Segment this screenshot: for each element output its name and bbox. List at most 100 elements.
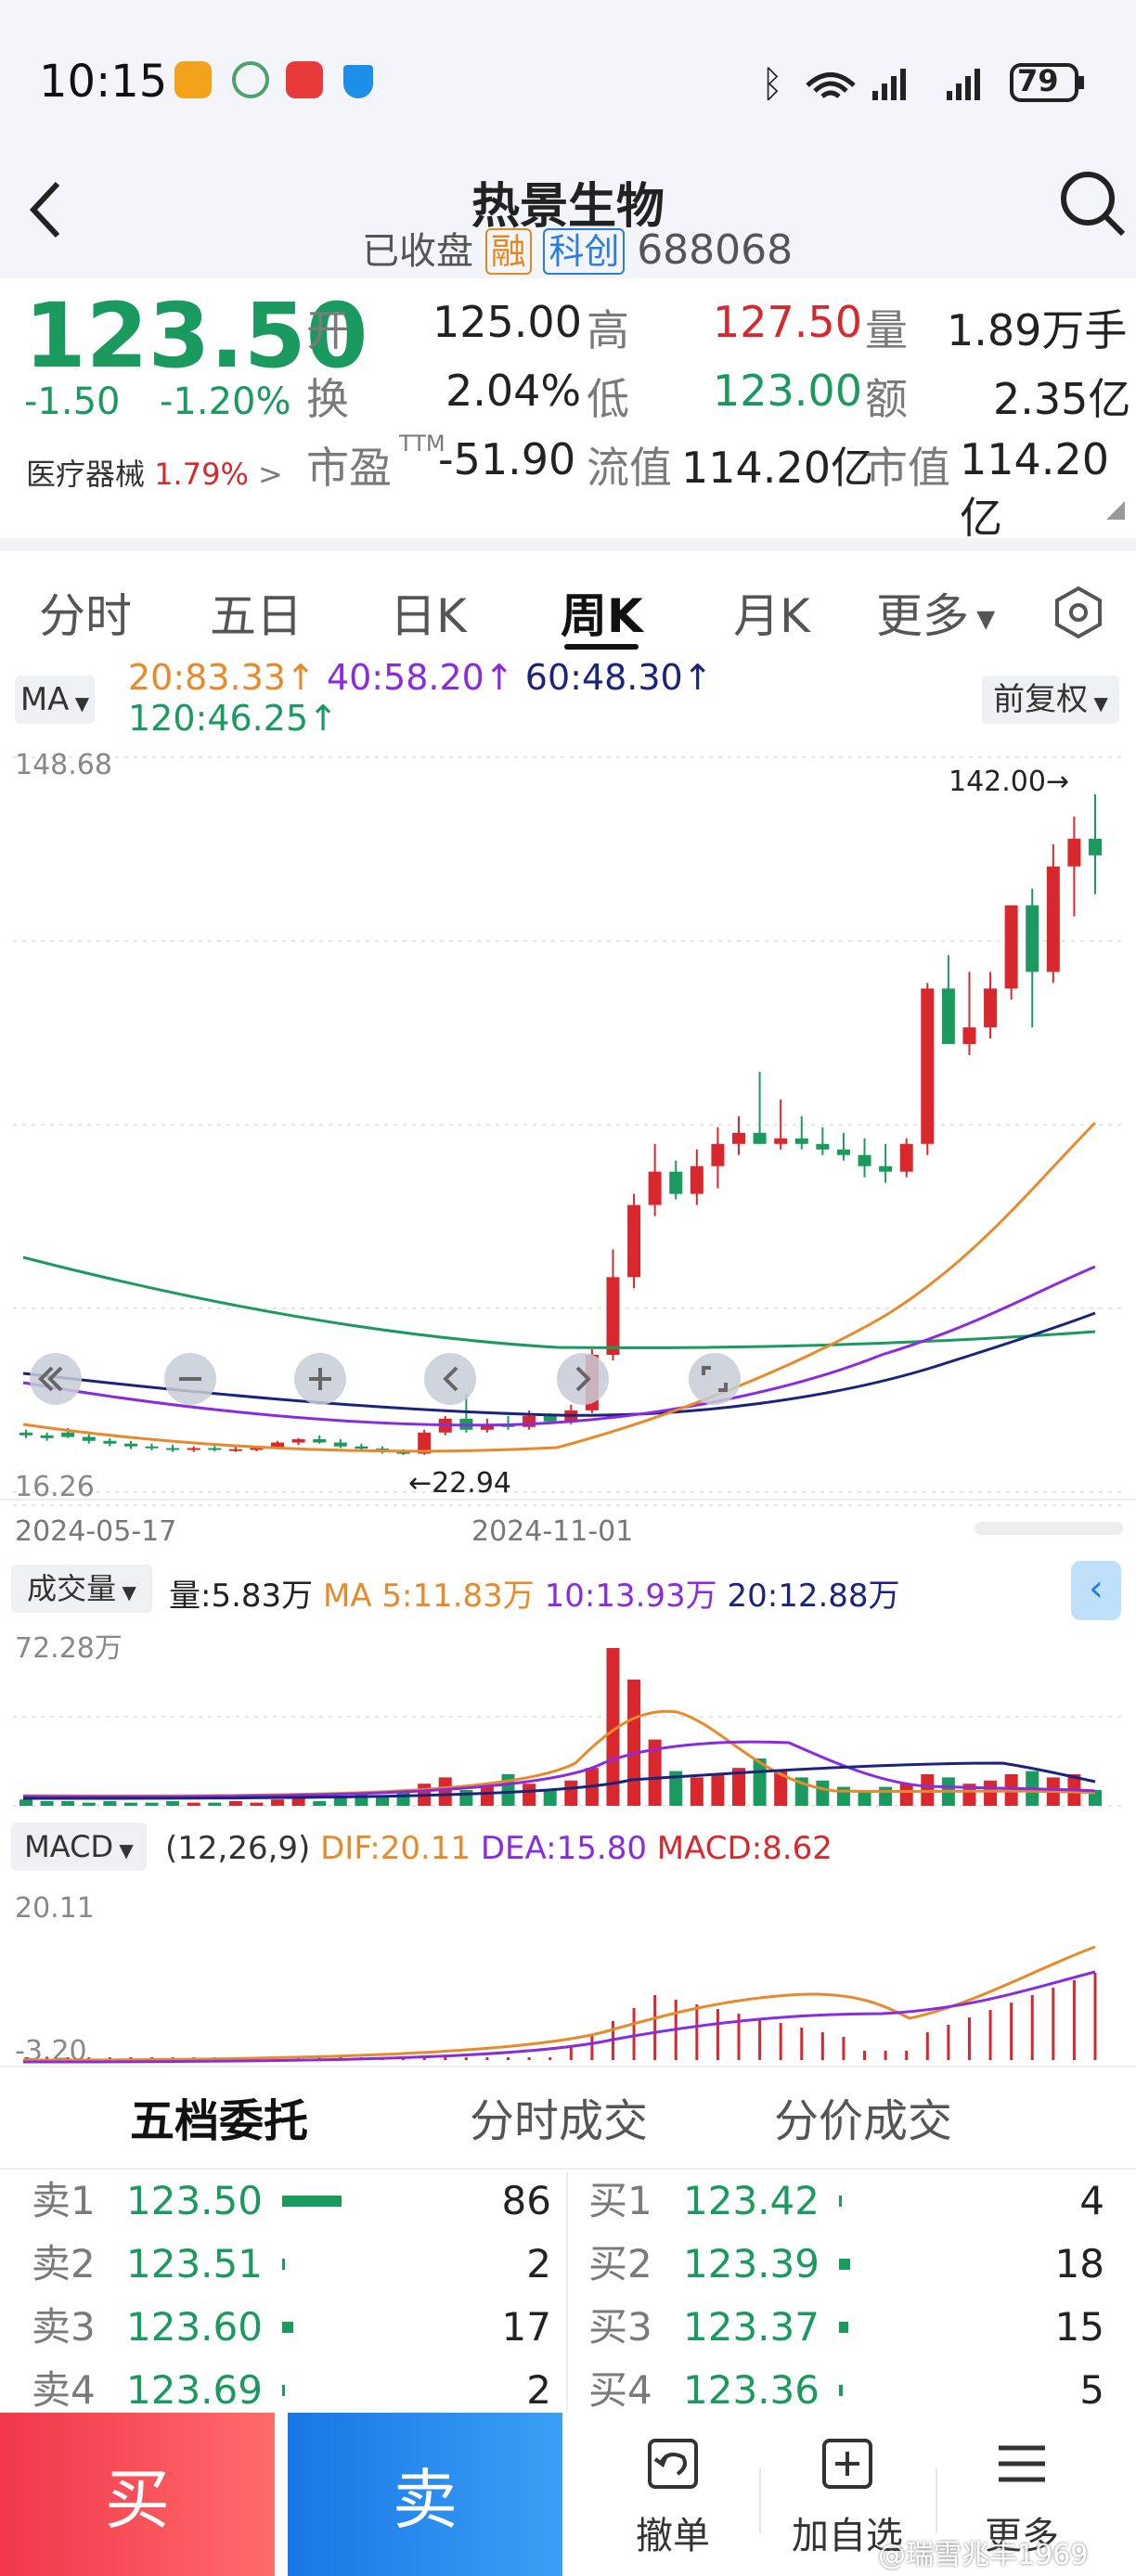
buy-row: 买1 123.42 4 bbox=[588, 2173, 1104, 2229]
vol-ma20-line bbox=[22, 1761, 1096, 1800]
sector-pct: 1.79% bbox=[154, 457, 249, 492]
expand-corner-icon[interactable] bbox=[1104, 499, 1127, 522]
volume-selector-label: 成交量 bbox=[27, 1571, 117, 1606]
dropdown-icon: ▼ bbox=[969, 605, 996, 634]
more-button[interactable]: 更多 bbox=[962, 2431, 1082, 2559]
macd-selector[interactable]: MACD ▼ bbox=[11, 1823, 147, 1871]
kline-chart[interactable]: 148.68 16.26 142.00→ ←22.94 2024-05-17 2… bbox=[0, 742, 1136, 1559]
float-cap-value: 114.20亿 bbox=[681, 443, 873, 493]
macd-bar bbox=[905, 2051, 909, 2060]
collapse-panel-button[interactable]: ‹ bbox=[1071, 1561, 1121, 1620]
volume-bar bbox=[879, 1786, 893, 1806]
pe-value: -51.90 bbox=[438, 434, 576, 484]
sector-info[interactable]: 医疗器械 1.79% > bbox=[26, 451, 283, 494]
volume-bar bbox=[271, 1799, 285, 1806]
adjust-selector[interactable]: 前复权 ▼ bbox=[982, 676, 1119, 724]
volume-bar bbox=[396, 1791, 410, 1806]
vol-ma5-line bbox=[22, 1709, 1096, 1797]
float-cap-label: 流值 bbox=[587, 443, 672, 493]
macd-bar bbox=[863, 2051, 867, 2060]
volume-bar bbox=[648, 1739, 662, 1806]
buy-label: 买1 bbox=[588, 2178, 652, 2223]
volume-bar bbox=[145, 1802, 159, 1806]
add-watchlist-label: 加自选 bbox=[792, 2515, 903, 2557]
qty-bar bbox=[839, 2322, 848, 2333]
candle-body bbox=[794, 1138, 808, 1144]
tab-order-book[interactable]: 五档委托 bbox=[130, 2095, 309, 2147]
price-change: -1.50 bbox=[24, 380, 121, 423]
battery-level: 79 bbox=[1017, 63, 1059, 98]
sell-price: 123.51 bbox=[126, 2241, 263, 2286]
chevron-right-icon: > bbox=[258, 457, 283, 492]
rewind-icon bbox=[30, 1353, 82, 1405]
macd-bar bbox=[758, 2018, 762, 2060]
add-watchlist-button[interactable]: 加自选 bbox=[787, 2431, 908, 2559]
candle-body bbox=[753, 1132, 767, 1144]
macd-bar bbox=[297, 2057, 301, 2060]
tab-price-volume[interactable]: 分价成交 bbox=[774, 2095, 953, 2147]
candle-body bbox=[187, 1448, 200, 1450]
volume-bar bbox=[61, 1800, 75, 1806]
sector-name: 医疗器械 bbox=[26, 457, 146, 492]
macd-bar bbox=[988, 2010, 992, 2060]
ma120-line bbox=[22, 1256, 1096, 1349]
candle-body bbox=[1004, 905, 1018, 989]
macd-bar bbox=[1093, 1973, 1097, 2060]
tab-more[interactable]: 更多 ▼ bbox=[876, 579, 995, 646]
candle-body bbox=[291, 1438, 305, 1443]
volume-bar bbox=[291, 1796, 305, 1806]
sell-price: 123.69 bbox=[126, 2367, 263, 2413]
macd-legend: (12,26,9) DIF:20.11 DEA:15.80 MACD:8.62 bbox=[165, 1830, 833, 1867]
adjust-label: 前复权 bbox=[993, 681, 1089, 718]
status-icons: ᛒ bbox=[761, 63, 1084, 106]
candle-body bbox=[921, 988, 935, 1144]
macd-bar bbox=[632, 2008, 636, 2060]
candle-body bbox=[899, 1143, 913, 1172]
search-icon[interactable] bbox=[1056, 167, 1130, 241]
back-icon[interactable] bbox=[22, 176, 69, 241]
vol-ma10: 10:13.93万 bbox=[544, 1578, 717, 1615]
volume-bar bbox=[250, 1802, 264, 1806]
tab-daily-k[interactable]: 日K bbox=[390, 589, 467, 643]
tab-monthly-k[interactable]: 月K bbox=[733, 589, 810, 643]
macd-dea: DEA:15.80 bbox=[480, 1830, 647, 1867]
cancel-order-button[interactable]: 撤单 bbox=[613, 2431, 733, 2559]
wifi-icon bbox=[806, 72, 856, 98]
candle-body bbox=[1067, 838, 1081, 867]
volume-bar bbox=[208, 1802, 222, 1806]
low-label: 低 bbox=[587, 374, 629, 424]
chart-tabs: 分时 五日 日K 周K 月K 更多 ▼ bbox=[0, 538, 1136, 650]
volume-selector[interactable]: 成交量 ▼ bbox=[11, 1565, 152, 1613]
volume-bar bbox=[333, 1797, 347, 1806]
candle-body bbox=[166, 1448, 180, 1450]
macd-bar bbox=[549, 2057, 552, 2060]
tab-intraday[interactable]: 分时 bbox=[39, 589, 132, 643]
tab-weekly-k[interactable]: 周K bbox=[561, 589, 643, 643]
sell-label: 卖2 bbox=[32, 2241, 96, 2286]
low-value: 123.00 bbox=[713, 366, 862, 416]
buy-qty: 5 bbox=[1079, 2367, 1104, 2413]
buy-row: 买3 123.37 15 bbox=[588, 2299, 1104, 2355]
tab-tick-trades[interactable]: 分时成交 bbox=[470, 2095, 649, 2147]
candle-body bbox=[271, 1442, 285, 1449]
pe-label: 市盈 bbox=[306, 443, 392, 493]
candle-body bbox=[19, 1432, 32, 1436]
ma40-value: 40:58.20↑ bbox=[326, 657, 514, 698]
sell-button[interactable]: 卖 bbox=[288, 2413, 562, 2576]
buy-price: 123.37 bbox=[683, 2304, 820, 2350]
volume-label: 量 bbox=[865, 305, 908, 355]
buy-price: 123.36 bbox=[683, 2367, 820, 2413]
buy-button[interactable]: 买 bbox=[0, 2413, 275, 2576]
volume-legend: 量:5.83万 MA 5:11.83万 10:13.93万 20:12.88万 bbox=[169, 1570, 900, 1616]
vol-ma5: MA 5:11.83万 bbox=[322, 1578, 535, 1615]
tab-five-day[interactable]: 五日 bbox=[210, 589, 303, 643]
candle-body bbox=[711, 1143, 725, 1166]
divider bbox=[0, 2066, 1136, 2067]
ma40-line bbox=[22, 1265, 1096, 1427]
settings-hexagon-icon[interactable] bbox=[1051, 585, 1106, 640]
candle-body bbox=[208, 1448, 222, 1450]
market-status: 已收盘 bbox=[362, 230, 473, 273]
ma120-value: 120:46.25↑ bbox=[128, 698, 338, 739]
volume-bar bbox=[774, 1771, 788, 1806]
ma-selector[interactable]: MA ▼ bbox=[15, 676, 95, 724]
